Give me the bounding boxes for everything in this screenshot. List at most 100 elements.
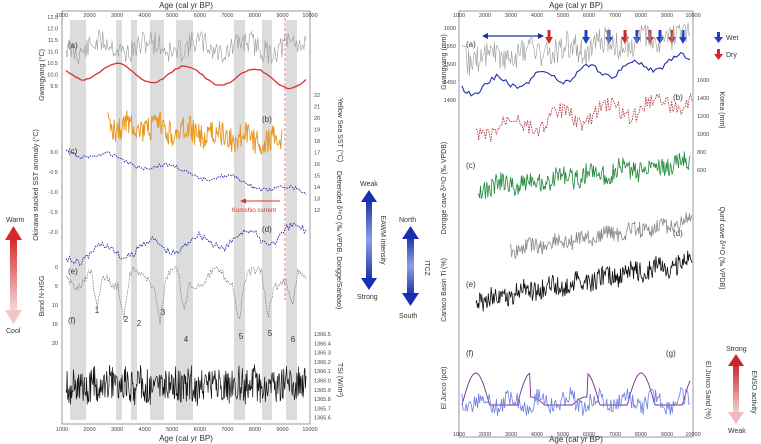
right-top-tick-label: 7000 (609, 13, 621, 19)
right-tick-tsi: 1365.6 (314, 416, 331, 422)
panel-label-b: (b) (262, 115, 272, 124)
right-top-tick-label: 3000 (505, 13, 517, 19)
eawm-strong-label: Strong (357, 294, 378, 301)
r-left-y-ticks: 1600 1550 1500 1450 1400 (444, 26, 456, 104)
right-tick-tsi: 1366.2 (314, 360, 331, 366)
left-bottom-ticks: 1000 2000 3000 4000 5000 6000 7000 8000 9000 1000… (56, 427, 318, 433)
left-plot-frame (61, 10, 311, 425)
right-y-ticks: 22 21 20 19 18 17 16 15 14 13 12 1366.5 1366.4 1366.3… (314, 93, 331, 422)
eawm-weak-label: Weak (360, 181, 378, 188)
left-tick-a: 12.5 (47, 15, 58, 21)
r-korea-axis-title: Korea (mm) (718, 92, 725, 129)
r-right-tick-b: 1400 (697, 96, 709, 102)
panel-label-c: (c) (68, 147, 78, 156)
r-left-tick-a: 1550 (444, 44, 456, 50)
left-top-tick-label: 5000 (166, 13, 178, 19)
right-top-tick-label: 10000 (685, 13, 700, 19)
enso-label: ENSO activity (750, 370, 757, 414)
okinawa-sst-series (65, 149, 307, 195)
shaded-interval (176, 20, 193, 420)
right-tick-tsi: 1366.3 (314, 351, 331, 357)
right-tick-b: 17 (314, 151, 320, 157)
left-bottom-tick-label: 1000 (56, 427, 68, 433)
r-eljunco-sand-axis-title: El Junco Sand (%) (704, 361, 711, 419)
gwangyang-temp-axis-title: Gwangyang (°C) (38, 49, 46, 101)
kuroshio-label: Kuroshio current (232, 208, 276, 214)
r-panel-label-c: (c) (466, 161, 476, 170)
itcz-arrow-top (402, 226, 419, 239)
korea-precip-series (475, 92, 693, 143)
qunf-d18o-series (509, 212, 693, 259)
left-bottom-tick-label: 7000 (221, 427, 233, 433)
gwangyang-precip-smooth-series (461, 51, 691, 97)
bond-event-number: 4 (184, 335, 189, 344)
period-arrow-left (482, 33, 488, 39)
r-dongge-axis-title: Dongge cave δ¹⁸O (‰ VPDB) (441, 142, 448, 234)
left-top-tick-label: 2000 (83, 13, 95, 19)
left-bottom-axis-title: Age (cal yr BP) (159, 434, 213, 443)
panel-label-d: (d) (262, 225, 272, 234)
shaded-interval (70, 20, 86, 420)
left-tick-a: 10.5 (47, 61, 58, 67)
right-tick-tsi: 1366.1 (314, 369, 331, 375)
eawm-arrow-top (361, 190, 377, 202)
right-bottom-tick-label: 10000 (685, 432, 700, 438)
left-bottom-tick-label: 5000 (166, 427, 178, 433)
okinawa-axis-title: Okinawa stacked SST anomaly (°C) (32, 129, 40, 241)
left-tick-a: 10.0 (47, 73, 58, 79)
itcz-arrow-bottom (402, 293, 419, 306)
left-bottom-tick-label: 9000 (276, 427, 288, 433)
left-bottom-tick-label: 2000 (83, 427, 95, 433)
bond-event-number: 2 (137, 319, 142, 328)
right-bottom-axis-title: Age (cal yr BP) (549, 435, 603, 444)
left-tick-a: 11.5 (48, 38, 58, 44)
left-shaded-intervals (70, 20, 297, 420)
left-top-tick-label: 10000 (302, 13, 317, 19)
right-tick-tsi: 1365.9 (314, 388, 331, 394)
right-tick-b: 14 (314, 185, 320, 191)
panel-label-a: (a) (68, 41, 78, 50)
right-bottom-tick-label: 6000 (583, 432, 595, 438)
cariaco-ti-series (475, 250, 693, 312)
dry-arrow-icon (545, 30, 553, 44)
right-tick-tsi: 1365.7 (314, 406, 331, 412)
gwangyang-temp-smooth-series (65, 62, 307, 90)
r-panel-label-g: (g) (666, 349, 676, 358)
shaded-interval (116, 20, 122, 420)
left-top-tick-label: 1000 (56, 13, 68, 19)
left-bottom-tick-label: 4000 (139, 427, 151, 433)
right-tick-b: 19 (314, 128, 320, 134)
left-top-tick-label: 4000 (139, 13, 151, 19)
r-right-y-ticks: 1600 1400 1200 1000 800 600 (697, 78, 709, 174)
bond-hsg-series (65, 265, 307, 325)
enso-arrow-body (733, 364, 739, 414)
bond-event-number: 6 (291, 335, 296, 344)
shaded-interval (286, 20, 297, 420)
left-y-ticks: 12.5 12.0 11.5 11.0 10.5 10.0 9.5 0.0 -0.5 -1.0 -1… (47, 15, 58, 347)
right-top-tick-label: 2000 (479, 13, 491, 19)
enso-weak-label: Weak (728, 428, 746, 435)
left-bottom-tick-label: 10000 (302, 427, 317, 433)
left-bottom-tick-label: 3000 (111, 427, 123, 433)
right-tick-b: 13 (314, 197, 320, 203)
r-left-tick-a: 1450 (444, 80, 456, 86)
left-top-axis-title: Age (cal yr BP) (159, 1, 213, 10)
r-panel-label-d: (d) (673, 229, 683, 238)
dry-arrow-icon (668, 30, 676, 44)
r-panel-label-f: (f) (466, 349, 474, 358)
legend-wet-arrow (714, 32, 723, 43)
eawm-arrow-body (366, 200, 372, 280)
dongge-d18o-series (477, 151, 691, 200)
left-tick-c: -1.5 (49, 210, 58, 216)
bond-event-number: 2 (124, 315, 129, 324)
panel-label-f: (f) (68, 316, 76, 325)
right-tick-tsi: 1366.5 (314, 332, 331, 338)
right-bottom-tick-label: 3000 (505, 432, 517, 438)
r-right-tick-b: 800 (697, 150, 706, 156)
right-tick-b: 16 (314, 162, 320, 168)
enso-strong-label: Strong (726, 346, 747, 353)
right-tick-b: 18 (314, 139, 320, 145)
legend-wet-label: Wet (726, 35, 738, 42)
